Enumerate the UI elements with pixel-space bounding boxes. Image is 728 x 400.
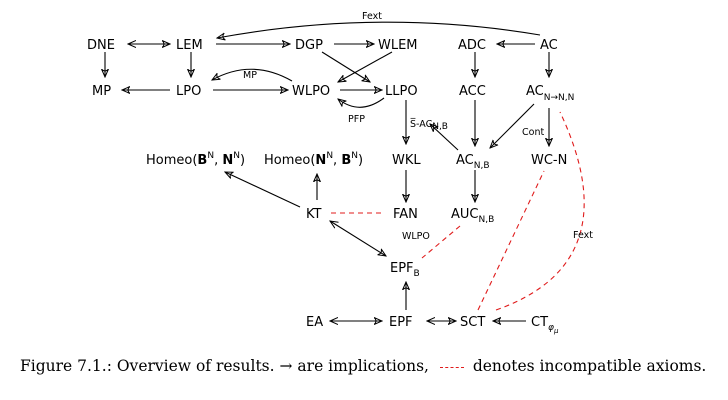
- node-lpo: LPO: [176, 84, 201, 99]
- node-lem: LEM: [176, 38, 203, 53]
- node-wlem: WLEM: [378, 38, 418, 53]
- label-mp: MP: [243, 70, 257, 81]
- edge-dgp-llpo: [321, 51, 370, 82]
- caption-middle: are implications,: [292, 357, 434, 375]
- node-ac-nb: ACN,B: [456, 153, 490, 171]
- node-homeo-bn-nn: Homeo(BN, NN): [146, 151, 245, 168]
- caption-suffix: denotes incompatible axioms.: [467, 357, 707, 375]
- node-llpo: LLPO: [385, 84, 418, 99]
- node-ac-nnn: ACN→N,N: [526, 84, 574, 103]
- edge-wlpo-lpo-mp: [212, 68, 293, 82]
- incompat-sct-wcn: [477, 170, 545, 311]
- label-pfp: PFP: [348, 114, 365, 125]
- label-fext-right: Fext: [573, 230, 593, 241]
- edge-wlem-wlpo: [338, 51, 393, 82]
- label-s-ac: S̅-ACN,B: [410, 118, 448, 132]
- node-kt: KT: [306, 207, 322, 222]
- node-sct: SCT: [460, 315, 485, 330]
- node-fan: FAN: [393, 207, 418, 222]
- node-ct: CTφμ: [531, 315, 559, 335]
- edge-kt-homeo1: [225, 172, 301, 208]
- node-auc-nb: AUCN,B: [451, 207, 494, 225]
- label-cont: Cont: [522, 127, 544, 138]
- red-dash-legend: [439, 366, 464, 368]
- node-ea: EA: [306, 315, 323, 330]
- node-mp: MP: [92, 84, 111, 99]
- node-acc: ACC: [459, 84, 486, 99]
- figure-caption: Figure 7.1.: Overview of results. → are …: [20, 357, 720, 375]
- results-diagram: Fext MP PFP S̅-ACN,B Cont WLPO Fext DNE …: [87, 11, 593, 335]
- node-epf-b: EPFB: [390, 261, 420, 279]
- node-dgp: DGP: [295, 38, 323, 53]
- caption-prefix: Figure 7.1.: Overview of results.: [20, 357, 280, 375]
- node-ac: AC: [540, 38, 558, 53]
- label-fext-top: Fext: [362, 11, 382, 22]
- label-wlpo: WLPO: [402, 231, 430, 242]
- node-wkl: WKL: [392, 153, 421, 168]
- edge-ac-lem-fext: [217, 21, 541, 38]
- node-epf: EPF: [389, 315, 413, 330]
- edge-llpo-wlpo-pfp: [338, 97, 385, 108]
- node-wlpo: WLPO: [292, 84, 330, 99]
- edge-acnb-llpo: [430, 124, 459, 151]
- node-wc-n: WC-N: [531, 153, 567, 168]
- edge-kt-epfb: [330, 221, 386, 256]
- incompat-sct-acnnn: [495, 111, 585, 311]
- node-dne: DNE: [87, 38, 115, 53]
- node-homeo-nn-bn: Homeo(NN, BN): [264, 151, 363, 168]
- edge-acnnn-acnb: [490, 103, 535, 148]
- caption-arrow: →: [279, 357, 293, 375]
- node-adc: ADC: [458, 38, 486, 53]
